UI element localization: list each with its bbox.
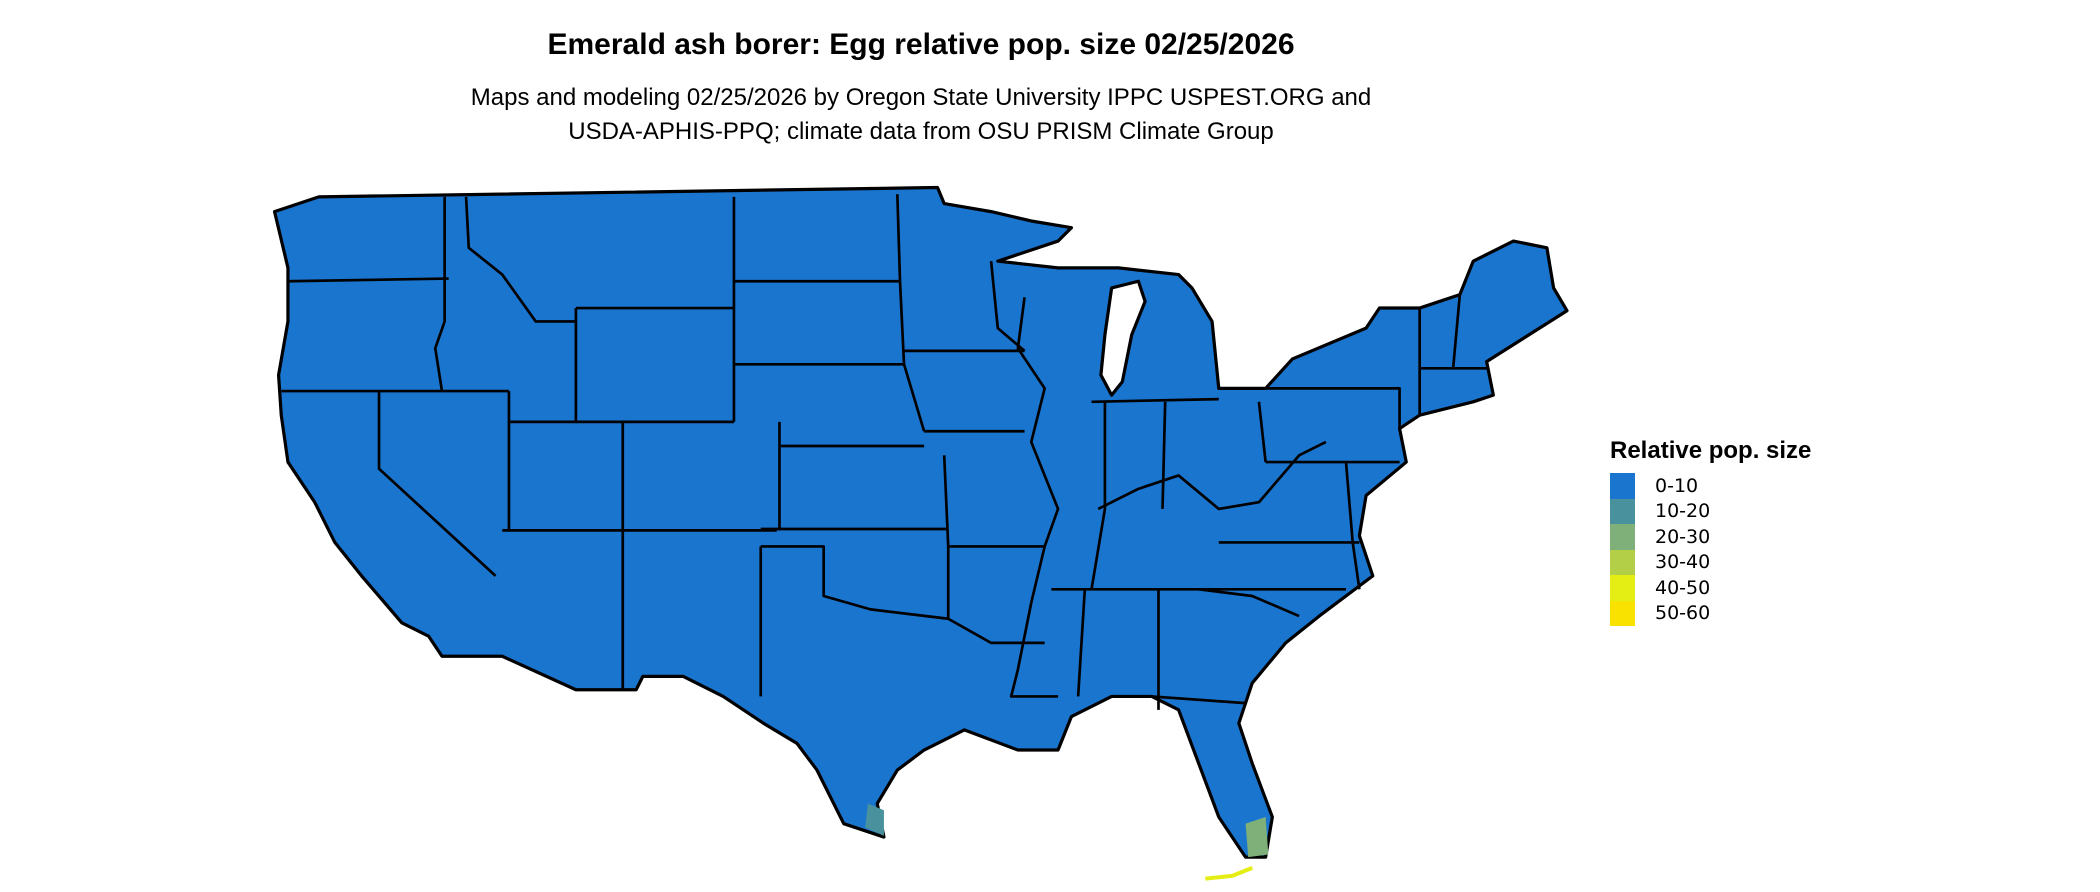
- legend-swatch: [1610, 575, 1635, 601]
- lake-michigan: [1099, 279, 1147, 397]
- legend-label: 20-30: [1655, 525, 1711, 548]
- map-subtitle-line2: USDA-APHIS-PPQ; climate data from OSU PR…: [568, 118, 1274, 145]
- legend-label: 50-60: [1655, 602, 1711, 625]
- legend: Relative pop. size 0-10 10-20 20-30 30-40 40…: [1610, 437, 1811, 626]
- legend-item: 20-30: [1610, 524, 1811, 550]
- legend-swatch: [1610, 600, 1635, 626]
- map-title: Emerald ash borer: Egg relative pop. siz…: [547, 28, 1295, 61]
- legend-label: 40-50: [1655, 576, 1711, 599]
- legend-label: 30-40: [1655, 551, 1711, 574]
- legend-item: 10-20: [1610, 498, 1811, 524]
- legend-swatch: [1610, 498, 1635, 524]
- legend-item: 50-60: [1610, 600, 1811, 626]
- legend-item: 30-40: [1610, 549, 1811, 575]
- legend-swatch: [1610, 524, 1635, 550]
- state-borders: [281, 194, 1487, 710]
- us-outline: [272, 185, 1569, 859]
- legend-swatch: [1610, 549, 1635, 575]
- florida-keys: [1205, 866, 1253, 881]
- legend-item: 40-50: [1610, 575, 1811, 601]
- legend-swatch: [1610, 473, 1635, 499]
- legend-title: Relative pop. size: [1610, 437, 1812, 464]
- legend-label: 10-20: [1655, 500, 1711, 523]
- legend-item: 0-10: [1610, 473, 1811, 499]
- legend-label: 0-10: [1655, 474, 1699, 497]
- south-florida-high-class: [1245, 816, 1269, 858]
- map-subtitle-line1: Maps and modeling 02/25/2026 by Oregon S…: [470, 84, 1372, 111]
- south-texas-high-class: [865, 803, 884, 836]
